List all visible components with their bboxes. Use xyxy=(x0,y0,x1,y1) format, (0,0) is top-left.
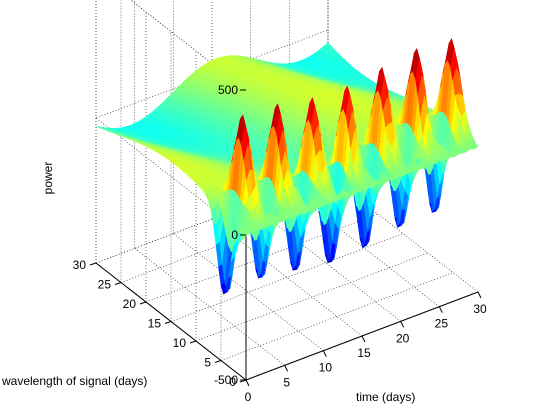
x-tick-mark xyxy=(400,321,405,328)
y-tick-mark xyxy=(89,262,97,266)
y-tick-label: 0 xyxy=(229,375,236,389)
y-tick-label: 15 xyxy=(148,317,162,331)
x-tick-mark xyxy=(361,335,366,343)
x-tick-label: 20 xyxy=(396,331,410,345)
grid-line xyxy=(170,233,404,322)
x-tick-label: 0 xyxy=(245,390,252,404)
y-axis-label: wavelength of signal (days) xyxy=(1,374,147,388)
z-tick-label: 0 xyxy=(231,228,238,242)
x-tick-label: 5 xyxy=(283,375,290,389)
grid-line xyxy=(220,272,454,361)
y-tick-label: 25 xyxy=(98,278,112,292)
x-tick-mark xyxy=(322,350,327,357)
x-tick-label: 25 xyxy=(435,317,449,331)
x-tick-mark xyxy=(438,306,443,313)
y-tick-label: 10 xyxy=(173,336,187,350)
x-tick-label: 30 xyxy=(473,302,487,316)
y-tick-mark xyxy=(214,360,222,363)
y-tick-mark xyxy=(114,282,122,285)
y-tick-label: 5 xyxy=(204,356,211,370)
y-tick-mark xyxy=(164,321,172,324)
z-tick-label: 500 xyxy=(218,83,238,97)
z-axis-label: power xyxy=(41,162,55,195)
y-tick-label: 20 xyxy=(123,297,137,311)
x-tick-mark xyxy=(477,291,482,299)
y-tick-mark xyxy=(139,301,147,305)
surface-mesh xyxy=(95,38,479,295)
x-tick-mark xyxy=(245,379,250,387)
x-axis-label: time (days) xyxy=(356,390,415,404)
x-tick-mark xyxy=(284,365,289,372)
y-tick-mark xyxy=(189,340,197,344)
x-tick-label: 10 xyxy=(319,361,333,375)
surface-patch xyxy=(471,142,479,150)
z-tick-label: -500 xyxy=(214,373,238,387)
y-tick-label: 30 xyxy=(73,258,87,272)
x-tick-label: 15 xyxy=(357,346,371,360)
